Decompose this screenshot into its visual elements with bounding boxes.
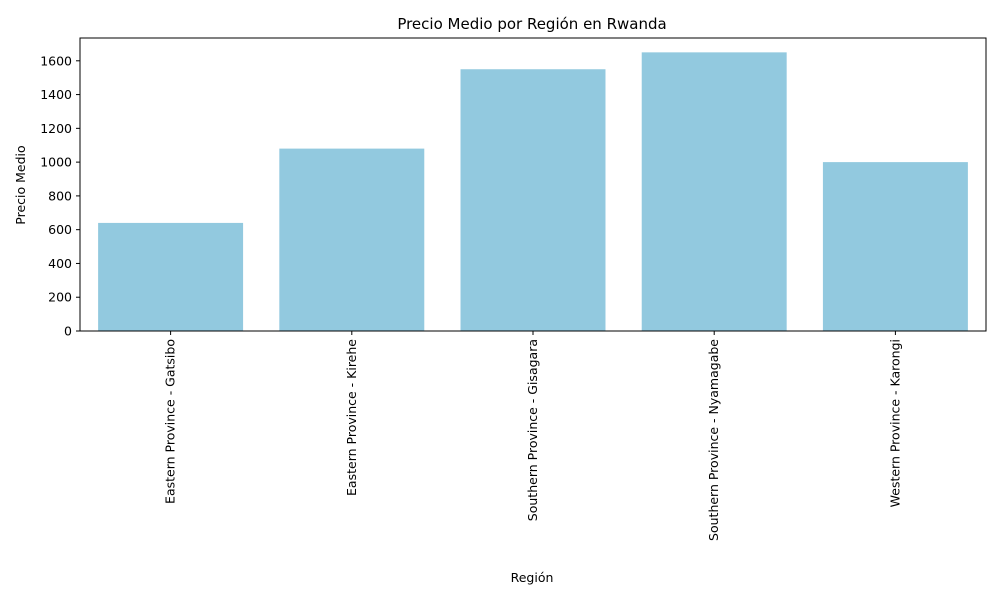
y-tick-label: 1400 [40, 87, 72, 102]
x-tick-label: Southern Province - Nyamagabe [706, 339, 721, 541]
x-axis-label: Región [511, 570, 554, 585]
y-tick-label: 800 [48, 188, 72, 203]
y-axis: 0 200 400 600 800 1000 1200 1400 1600 [40, 53, 80, 339]
y-tick-label: 200 [48, 290, 72, 305]
chart-title: Precio Medio por Región en Rwanda [397, 15, 666, 33]
x-axis: Eastern Province - Gatsibo Eastern Provin… [163, 331, 902, 541]
x-tick-label: Eastern Province - Kirehe [344, 339, 359, 496]
bar-2 [279, 148, 425, 331]
y-tick-label: 600 [48, 222, 72, 237]
y-axis-label: Precio Medio [13, 145, 28, 224]
bar-3 [460, 69, 606, 332]
bars-layer [98, 52, 968, 332]
y-tick-label: 1600 [40, 53, 72, 68]
y-tick-label: 0 [64, 324, 72, 339]
bar-1 [98, 222, 244, 331]
x-tick-label: Eastern Province - Gatsibo [163, 339, 178, 504]
y-tick-label: 1000 [40, 155, 72, 170]
y-tick-label: 400 [48, 256, 72, 271]
bar-5 [822, 162, 968, 331]
bar-4 [641, 52, 787, 331]
x-tick-label: Western Province - Karongi [887, 339, 902, 507]
x-tick-label: Southern Province - Gisagara [525, 339, 540, 521]
y-tick-label: 1200 [40, 121, 72, 136]
